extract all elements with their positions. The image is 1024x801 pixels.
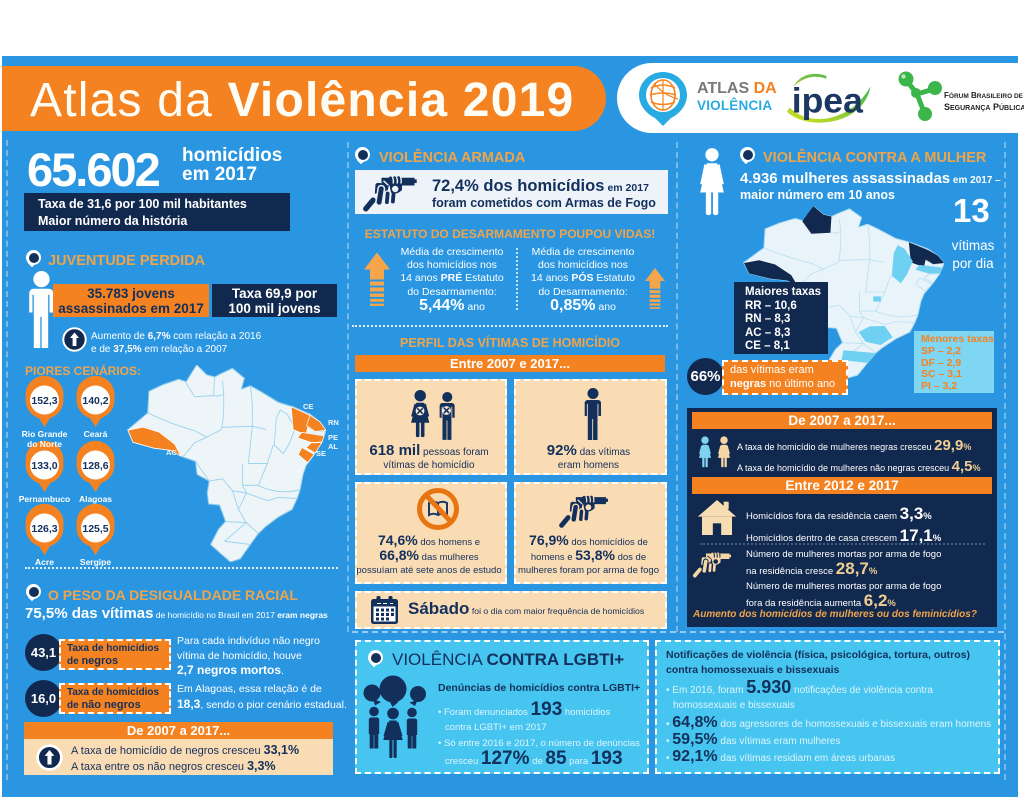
svg-text:ipea: ipea bbox=[792, 80, 863, 120]
